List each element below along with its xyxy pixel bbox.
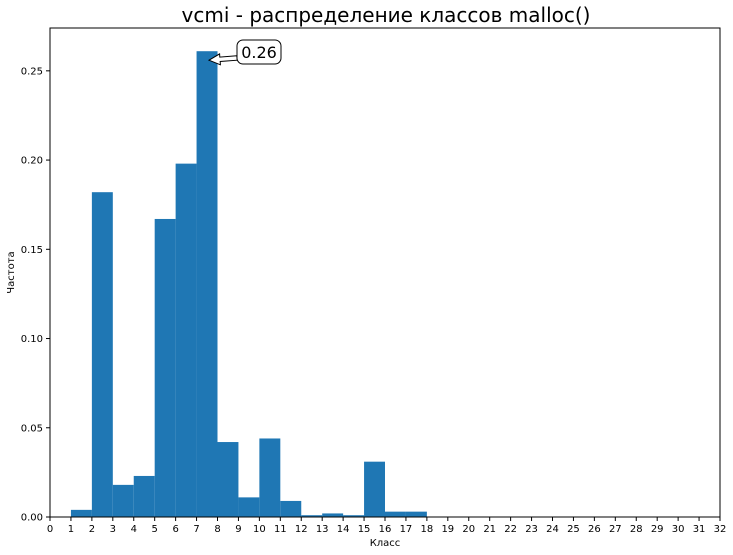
bar-class-13 (322, 513, 344, 517)
y-tick-label: 0.00 (21, 513, 43, 524)
x-tick-label: 5 (152, 524, 158, 535)
x-tick-label: 25 (567, 524, 580, 535)
y-tick-label: 0.15 (21, 245, 43, 256)
x-tick-label: 32 (714, 524, 727, 535)
x-tick-label: 28 (630, 524, 643, 535)
y-axis-label: Частота (6, 251, 17, 293)
x-axis-label: Класс (370, 538, 401, 549)
bar-class-5 (154, 218, 176, 518)
x-tick-label: 14 (337, 524, 350, 535)
x-tick-label: 30 (672, 524, 685, 535)
x-tick-label: 8 (214, 524, 220, 535)
bar-class-7 (196, 51, 218, 517)
annotation-arrow (207, 53, 238, 66)
bar-class-9 (238, 497, 260, 517)
bar-class-17 (405, 511, 427, 517)
bar-class-12 (301, 515, 323, 517)
plot-frame (49, 27, 721, 518)
bars-group (70, 51, 427, 518)
chart-title: vcmi - распределение классов malloc() (182, 3, 591, 27)
bar-class-3 (112, 484, 134, 517)
y-tick-label: 0.05 (21, 423, 43, 434)
bar-class-11 (280, 500, 302, 517)
bar-class-4 (133, 475, 155, 517)
x-tick-label: 19 (441, 524, 454, 535)
x-tick-label: 12 (295, 524, 308, 535)
x-tick-label: 17 (400, 524, 413, 535)
bar-class-6 (175, 163, 197, 517)
x-axis: 0 1 2 3 4 5 6 7 8 9 10 11 12 13 14 15 16 17 18 19 20 21 22 23 24… (47, 517, 727, 535)
x-tick-label: 27 (609, 524, 622, 535)
x-tick-label: 0 (47, 524, 53, 535)
x-tick-label: 4 (131, 524, 137, 535)
annotation-label: 0.26 (241, 43, 277, 62)
x-tick-label: 3 (110, 524, 116, 535)
bar-class-1 (70, 509, 92, 517)
x-tick-label: 24 (546, 524, 559, 535)
bar-class-15 (364, 461, 385, 517)
y-axis: 0.00 0.05 0.10 0.15 0.20 0.25 (21, 66, 50, 524)
x-tick-label: 23 (525, 524, 538, 535)
bar-class-2 (91, 192, 113, 518)
bar-class-10 (259, 438, 281, 517)
annotation-box (236, 39, 282, 65)
bar-class-14 (343, 515, 365, 517)
x-tick-label: 22 (504, 524, 517, 535)
x-tick-label: 15 (358, 524, 371, 535)
x-tick-label: 1 (68, 524, 74, 535)
x-tick-label: 31 (693, 524, 706, 535)
y-tick-label: 0.10 (21, 334, 43, 345)
bar-class-8 (217, 442, 239, 517)
x-tick-label: 2 (89, 524, 95, 535)
x-tick-label: 16 (379, 524, 392, 535)
x-tick-label: 20 (462, 524, 475, 535)
x-tick-label: 18 (421, 524, 434, 535)
x-tick-label: 21 (483, 524, 496, 535)
x-tick-label: 11 (274, 524, 287, 535)
x-tick-label: 13 (316, 524, 329, 535)
x-tick-label: 7 (193, 524, 199, 535)
x-tick-label: 9 (235, 524, 241, 535)
y-tick-label: 0.25 (21, 66, 43, 77)
bar-class-16 (385, 511, 406, 517)
x-tick-label: 26 (588, 524, 601, 535)
y-tick-label: 0.20 (21, 156, 43, 167)
peak-annotation: 0.26 (207, 39, 282, 66)
x-tick-label: 29 (651, 524, 664, 535)
x-tick-label: 10 (253, 524, 266, 535)
x-tick-label: 6 (172, 524, 178, 535)
